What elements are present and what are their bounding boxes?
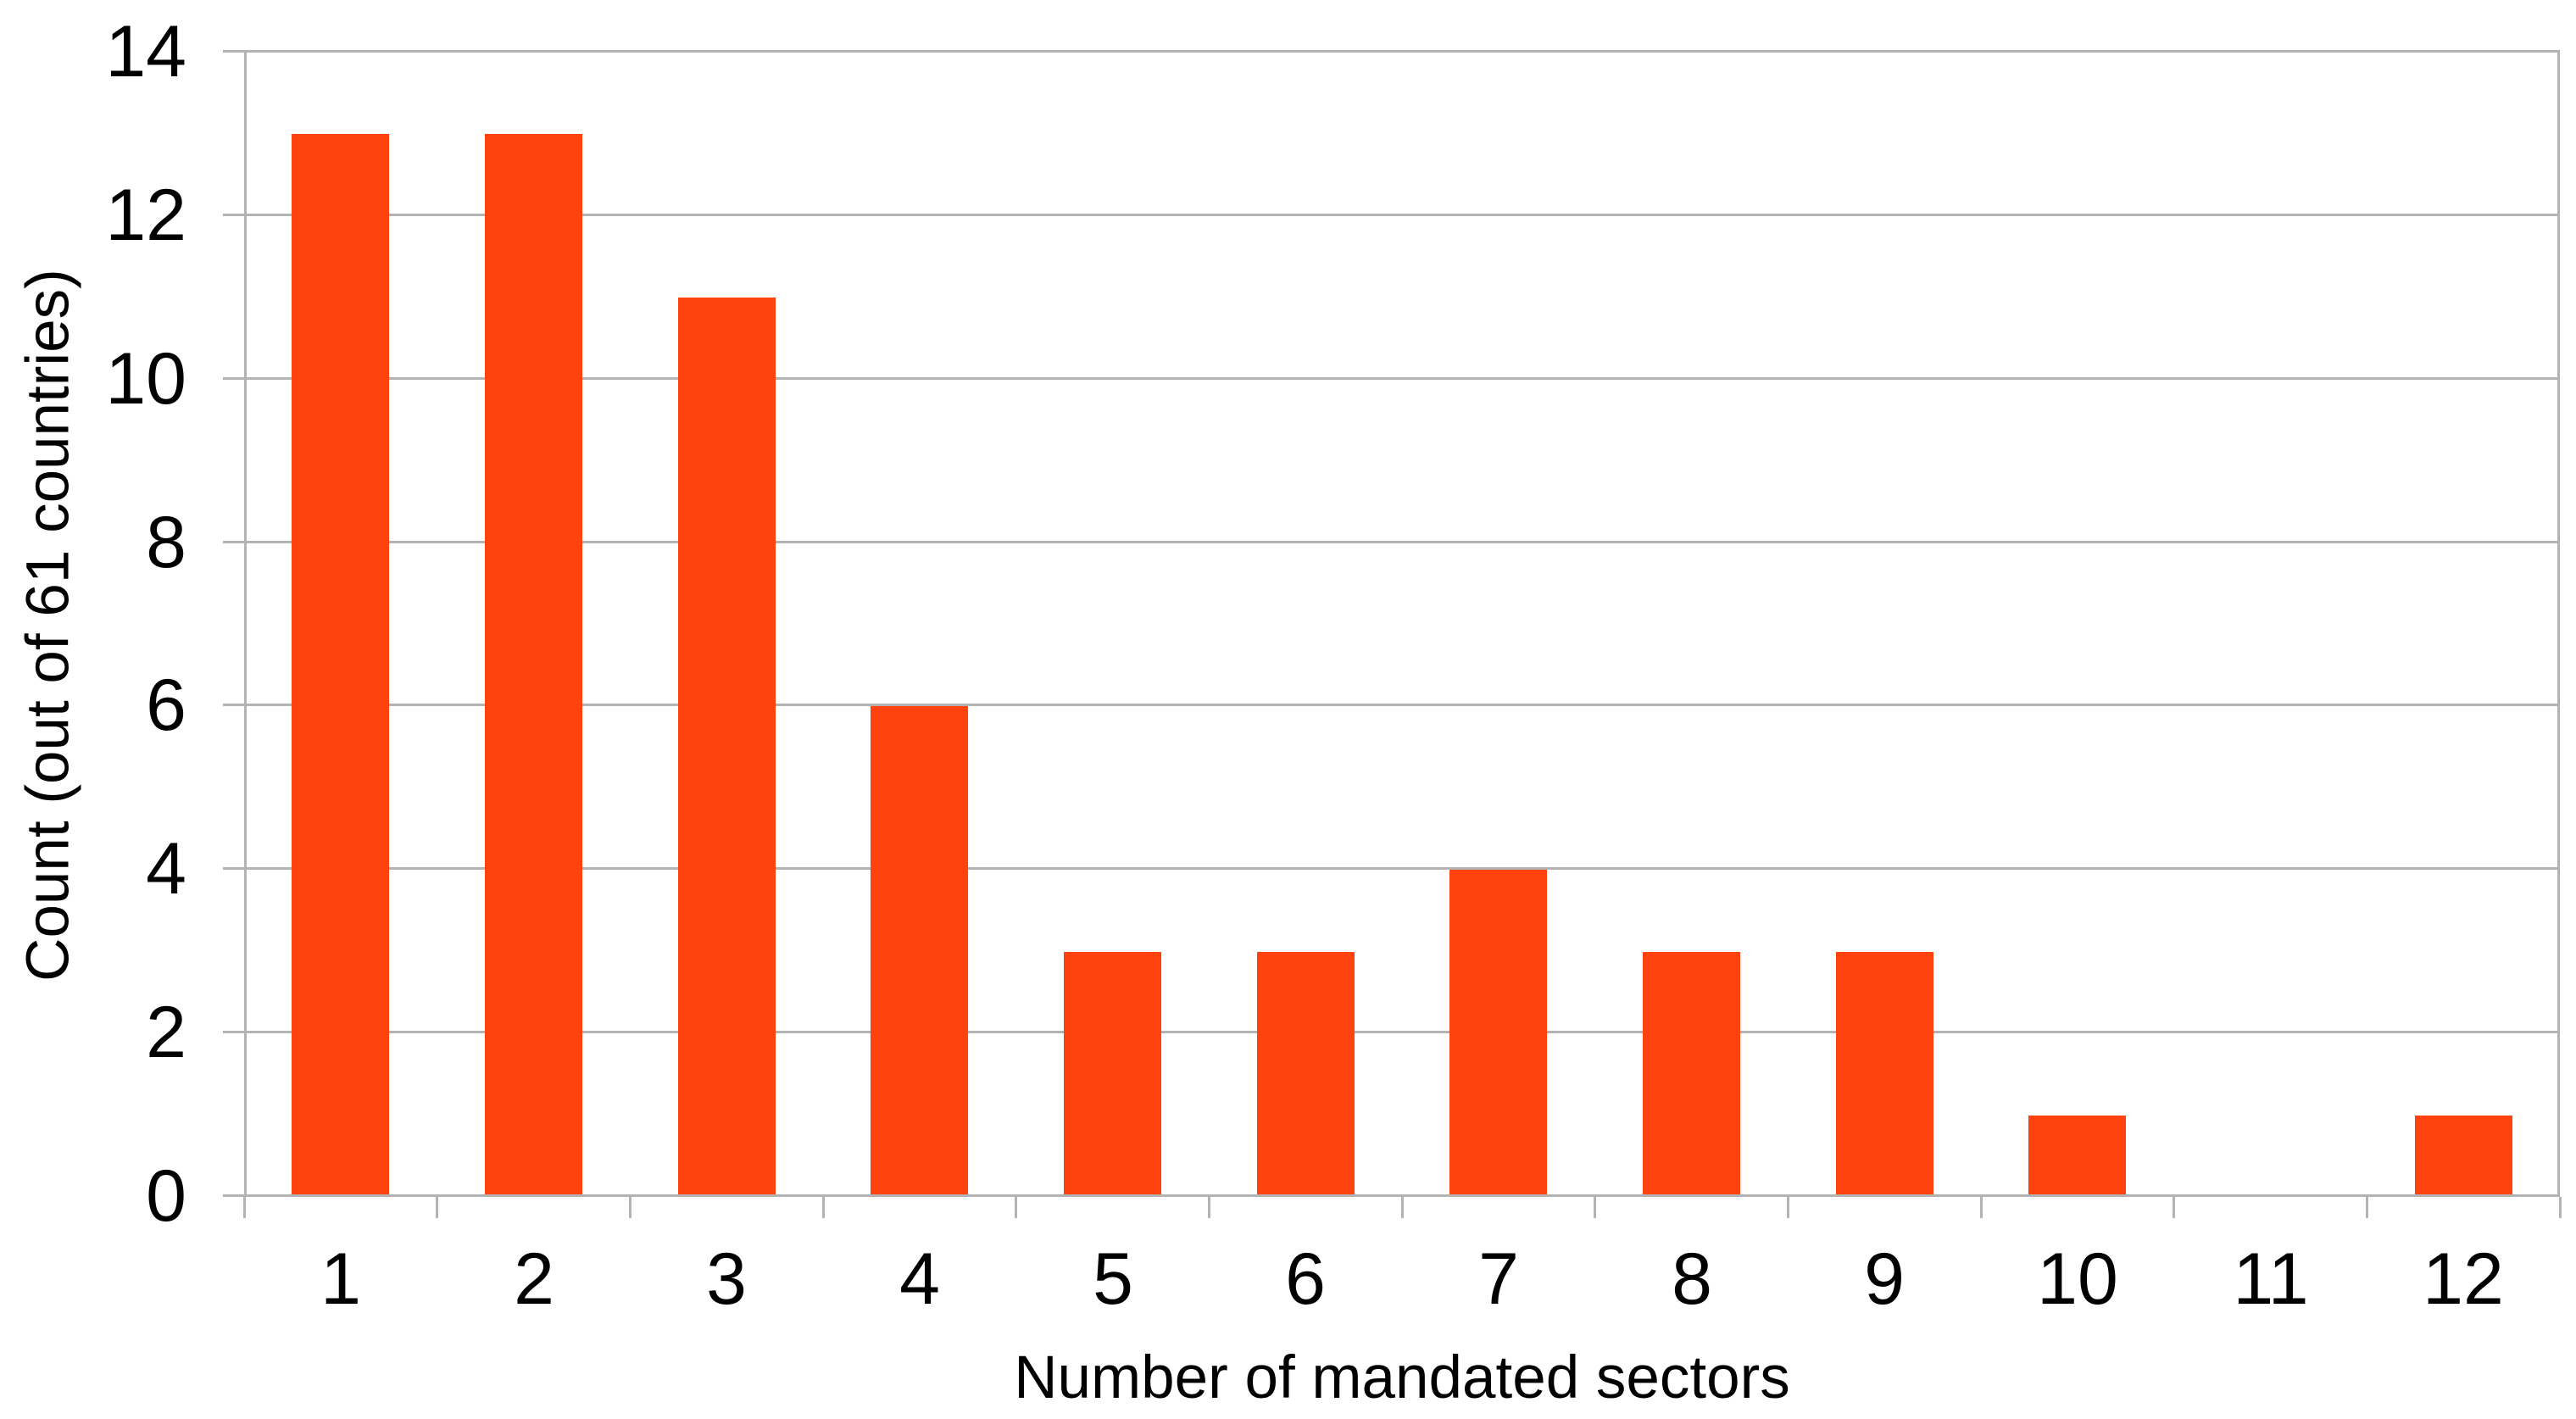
y-gridline xyxy=(244,1031,2560,1033)
y-gridline xyxy=(244,377,2560,380)
y-axis-tick-label: 10 xyxy=(105,338,186,420)
plot-right-border xyxy=(2557,53,2560,1197)
y-axis-tick-mark xyxy=(223,867,244,870)
y-axis-tick-label: 4 xyxy=(146,828,186,910)
x-axis-tick-label: 9 xyxy=(1864,1238,1905,1320)
bar-8 xyxy=(1643,952,1740,1197)
bar-7 xyxy=(1449,870,1547,1197)
y-axis-tick-mark xyxy=(223,1031,244,1033)
y-gridline xyxy=(244,867,2560,870)
x-axis-tick-label: 11 xyxy=(2233,1238,2309,1320)
x-axis-tick-mark xyxy=(1401,1197,1404,1218)
x-axis-tick-label: 10 xyxy=(2037,1238,2118,1320)
y-axis-tick-mark xyxy=(223,541,244,543)
x-axis-tick-mark xyxy=(1015,1197,1017,1218)
bar-5 xyxy=(1064,952,1161,1197)
bar-3 xyxy=(678,298,776,1197)
x-axis-tick-mark xyxy=(2366,1197,2368,1218)
y-axis-tick-mark xyxy=(223,704,244,706)
x-axis-tick-mark xyxy=(1787,1197,1789,1218)
y-axis-line xyxy=(244,53,247,1197)
x-axis-tick-label: 1 xyxy=(320,1238,361,1320)
x-axis-tick-mark xyxy=(2559,1197,2562,1218)
x-axis-tick-label: 3 xyxy=(706,1238,747,1320)
y-axis-tick-mark xyxy=(223,214,244,216)
x-axis-tick-label: 8 xyxy=(1672,1238,1712,1320)
x-axis-tick-mark xyxy=(1594,1197,1596,1218)
x-axis-tick-mark xyxy=(629,1197,631,1218)
x-axis-tick-mark xyxy=(1208,1197,1210,1218)
bar-6 xyxy=(1257,952,1355,1197)
x-axis-tick-label: 2 xyxy=(514,1238,554,1320)
y-axis-tick-label: 12 xyxy=(105,175,186,256)
x-axis-tick-mark xyxy=(1980,1197,1983,1218)
y-gridline xyxy=(244,704,2560,706)
bar-12 xyxy=(2415,1116,2512,1197)
y-axis-tick-mark xyxy=(223,1194,244,1197)
bar-1 xyxy=(292,134,389,1197)
bar-4 xyxy=(871,706,968,1197)
x-axis-line xyxy=(244,1194,2560,1197)
x-axis-title: Number of mandated sectors xyxy=(1014,1344,1790,1411)
y-gridline xyxy=(244,541,2560,543)
x-axis-tick-label: 6 xyxy=(1285,1238,1326,1320)
x-axis-tick-label: 12 xyxy=(2423,1238,2504,1320)
x-axis-tick-mark xyxy=(2173,1197,2175,1218)
x-axis-tick-label: 7 xyxy=(1478,1238,1519,1320)
y-axis-tick-mark xyxy=(223,50,244,53)
x-axis-tick-mark xyxy=(243,1197,246,1218)
bar-2 xyxy=(485,134,582,1197)
y-gridline xyxy=(244,214,2560,216)
x-axis-tick-mark xyxy=(436,1197,438,1218)
y-gridline xyxy=(244,50,2560,53)
y-axis-tick-label: 14 xyxy=(105,11,186,92)
y-axis-tick-label: 8 xyxy=(146,502,186,583)
y-axis-tick-label: 2 xyxy=(146,992,186,1073)
y-axis-tick-label: 0 xyxy=(146,1155,186,1237)
bar-9 xyxy=(1836,952,1933,1197)
x-axis-tick-label: 4 xyxy=(899,1238,940,1320)
y-axis-tick-mark xyxy=(223,377,244,380)
y-axis-tick-label: 6 xyxy=(146,665,186,746)
bar-10 xyxy=(2028,1116,2126,1197)
x-axis-tick-mark xyxy=(822,1197,825,1218)
x-axis-tick-label: 5 xyxy=(1093,1238,1133,1320)
